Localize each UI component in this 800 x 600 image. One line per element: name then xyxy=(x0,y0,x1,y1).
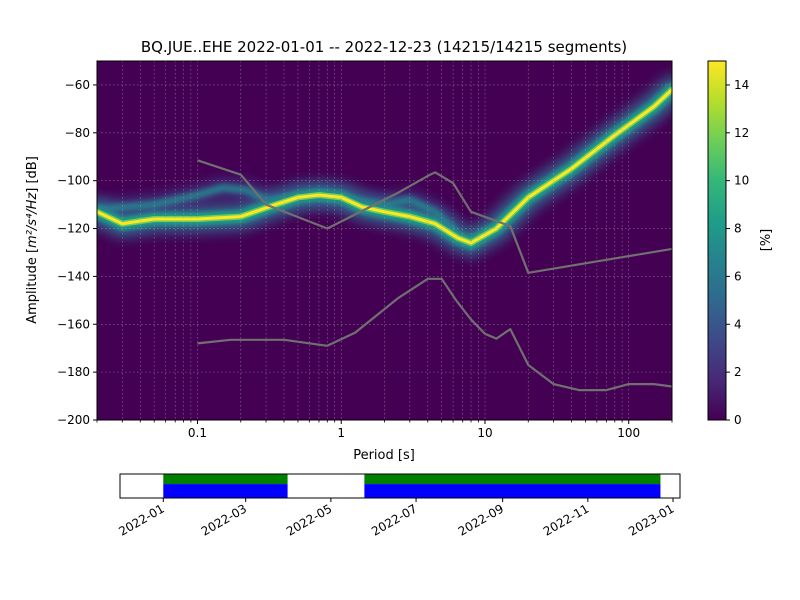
x-tick-label: 10 xyxy=(477,426,492,440)
colorbar-label-group: [%] xyxy=(759,229,774,252)
colorbar-tick-label: 14 xyxy=(734,78,749,92)
timeline-tick-label: 2023-01 xyxy=(626,501,676,538)
noise-models xyxy=(197,159,672,392)
colorbar-tick-label: 0 xyxy=(734,413,742,427)
plot-background xyxy=(97,61,672,420)
timeline-tick-label: 2022-03 xyxy=(199,501,249,538)
x-tick-label: 0.1 xyxy=(188,426,207,440)
y-axis-label-unit: m²/s⁴/Hz xyxy=(25,192,40,248)
high-noise-model-line xyxy=(197,159,672,274)
y-tick-label: −160 xyxy=(57,317,90,331)
data-availability-timeline: 2022-01 2022-03 2022-05 2022-07 2022-09 2022-… xyxy=(116,473,681,539)
colorbar-tick-label: 10 xyxy=(734,174,749,188)
colorbar xyxy=(707,60,727,421)
density-core-band xyxy=(97,86,672,247)
y-tick-label: −180 xyxy=(57,365,90,379)
y-axis-label-main: Amplitude [ xyxy=(25,248,40,324)
density-peak xyxy=(97,88,672,245)
colorbar-tick-label: 6 xyxy=(734,269,742,283)
y-axis-label-tail: ] [dB] xyxy=(25,156,40,193)
colorbar-tick-label: 2 xyxy=(734,365,742,379)
timeline-tick-label: 2022-09 xyxy=(456,501,506,538)
timeline-span-bottom xyxy=(163,484,288,498)
main-axes: 0.1 1 10 100 −60 −80 −100 −120 −140 −160 −180 −200 xyxy=(57,78,673,440)
y-tick-label: −120 xyxy=(57,222,90,236)
timeline-span-bottom xyxy=(364,484,661,498)
timeline-span-top xyxy=(364,474,661,485)
timeline-tick-label: 2022-05 xyxy=(284,501,334,538)
colorbar-tick-label: 12 xyxy=(734,126,749,140)
y-tick-label: −60 xyxy=(65,78,90,92)
timeline-tick-label: 2022-07 xyxy=(369,501,419,538)
colorbar-tick-label: 8 xyxy=(734,222,742,236)
y-axis-label-group: Amplitude [m²/s⁴/Hz] [dB] xyxy=(25,156,40,324)
y-tick-label: −80 xyxy=(65,126,90,140)
colorbar-label: [%] xyxy=(759,229,774,252)
x-tick-label: 100 xyxy=(617,426,640,440)
y-tick-label: −200 xyxy=(57,413,90,427)
colorbar-axis: 0 2 4 6 8 10 12 14 xyxy=(726,78,749,427)
timeline-span-top xyxy=(163,474,288,485)
y-tick-label: −140 xyxy=(57,269,90,283)
low-noise-model-line xyxy=(197,277,672,392)
timeline-tick-label: 2022-11 xyxy=(541,501,591,538)
density-layer xyxy=(97,61,672,420)
timeline-frame xyxy=(119,473,681,499)
x-tick-label: 1 xyxy=(337,426,345,440)
chart-title: BQ.JUE..EHE 2022-01-01 -- 2022-12-23 (14… xyxy=(141,38,627,56)
y-tick-label: −100 xyxy=(57,174,90,188)
y-axis-label: Amplitude [m²/s⁴/Hz] [dB] xyxy=(25,156,40,324)
x-axis-label: Period [s] xyxy=(353,448,415,463)
timeline-tick-label: 2022-01 xyxy=(116,501,166,538)
plot-frame xyxy=(96,60,673,421)
colorbar-tick-label: 4 xyxy=(734,317,742,331)
